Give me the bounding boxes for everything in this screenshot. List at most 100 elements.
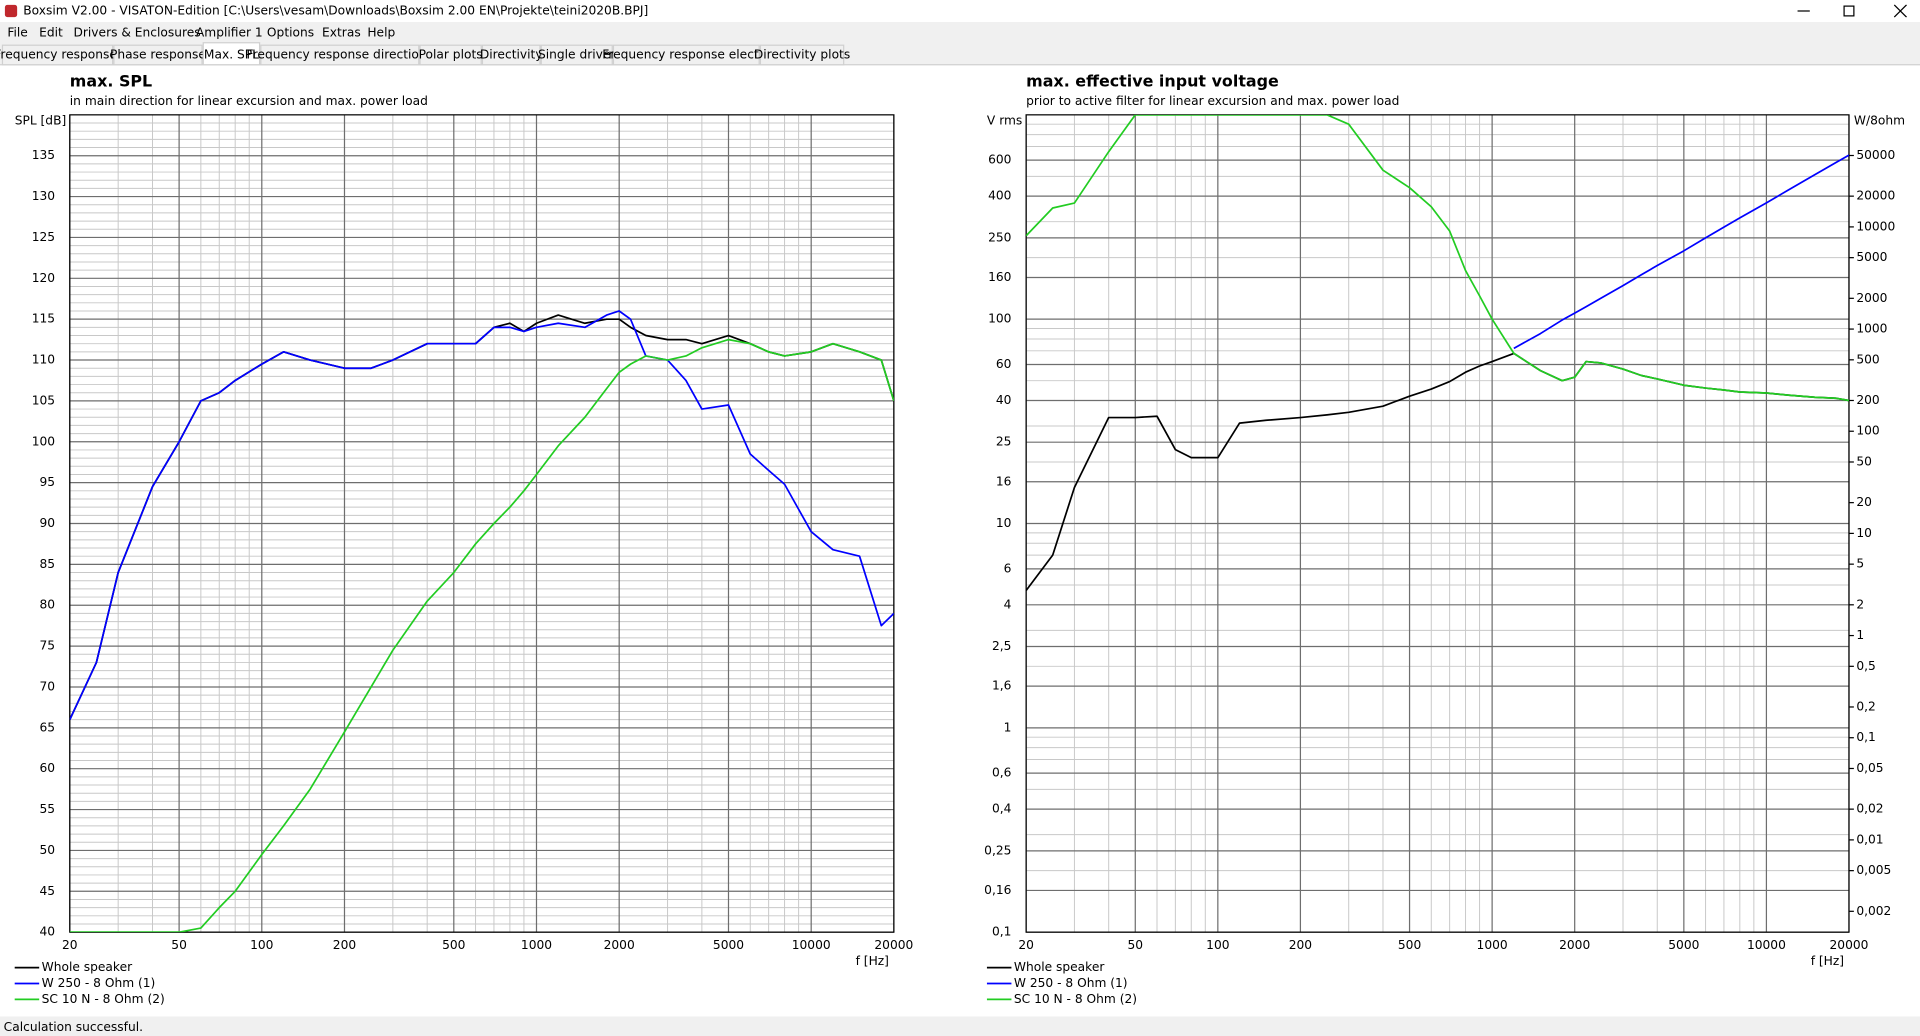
chart-title: max. SPL — [70, 71, 152, 90]
menu-item[interactable]: Help — [367, 25, 395, 39]
y-tick-label: 4 — [1004, 597, 1012, 611]
tab[interactable] — [260, 44, 420, 66]
x-tick-label: 500 — [1398, 938, 1421, 952]
menu-item[interactable]: File — [7, 25, 27, 39]
y2-tick-label: 10 — [1856, 526, 1872, 540]
y-tick-label: 85 — [40, 557, 56, 571]
y-tick-label: 55 — [40, 802, 56, 816]
tab-label[interactable]: Single driver — [538, 47, 616, 61]
series-line — [69, 338, 894, 933]
chart-title: max. effective input voltage — [1026, 71, 1279, 90]
y-tick-label: 110 — [32, 353, 55, 367]
y-tick-label: 120 — [32, 271, 55, 285]
y-tick-label: 10 — [996, 516, 1012, 530]
y-tick-label: 135 — [32, 148, 55, 162]
y2-tick-label: 0,2 — [1856, 699, 1875, 713]
series-line — [1026, 114, 1849, 402]
y-tick-label: 0,6 — [992, 766, 1011, 780]
y-tick-label: 105 — [32, 393, 55, 407]
y-tick-label: 6 — [1004, 561, 1012, 575]
tab[interactable] — [113, 44, 203, 66]
plot-frame — [1025, 114, 1850, 933]
x-tick-label: 10000 — [1747, 938, 1786, 952]
tab-label[interactable]: Frequency response electr.. — [602, 47, 770, 61]
y-tick-label: 160 — [988, 270, 1011, 284]
tab-label[interactable]: Frequency response. — [0, 47, 121, 61]
tab-label[interactable]: Polar plots — [419, 47, 483, 61]
x-tick-label: 1000 — [521, 938, 552, 952]
y2-tick-label: 5 — [1856, 557, 1864, 571]
x-tick-label: 5000 — [1668, 938, 1699, 952]
legend-label: SC 10 N - 8 Ohm (2) — [1014, 992, 1137, 1006]
y-tick-label: 65 — [40, 720, 56, 734]
y-tick-label: 70 — [40, 679, 56, 693]
y2-tick-label: 500 — [1856, 352, 1879, 366]
tab[interactable] — [612, 44, 760, 66]
x-tick-label: 500 — [442, 938, 465, 952]
legend-label: Whole speaker — [1014, 960, 1105, 974]
x-tick-label: 50 — [171, 938, 187, 952]
y2-tick-label: 50 — [1856, 454, 1872, 468]
y-tick-label: 60 — [40, 761, 56, 775]
y-tick-label: 60 — [996, 357, 1012, 371]
y-tick-label: 1 — [1004, 720, 1012, 734]
window-title: Boxsim V2.00 - VISATON-Edition [C:\Users… — [23, 4, 648, 18]
x-tick-label: 2000 — [1559, 938, 1590, 952]
y-tick-label: 115 — [32, 312, 55, 326]
x-tick-label: 20000 — [1830, 938, 1869, 952]
y2-tick-label: 0,1 — [1856, 730, 1875, 744]
tab[interactable] — [759, 44, 845, 66]
y2-tick-label: 1000 — [1856, 322, 1887, 336]
y2-tick-label: 0,5 — [1856, 659, 1875, 673]
tab-label[interactable]: Frequency response directions — [247, 47, 434, 61]
menu-item[interactable]: Options — [267, 25, 314, 39]
y-axis-label: V rms — [987, 113, 1022, 127]
x-tick-label: 20000 — [874, 938, 913, 952]
menu-item[interactable]: Drivers & Enclosures — [73, 25, 200, 39]
y2-axis-label: W/8ohm — [1854, 113, 1905, 127]
tab-label[interactable]: Directivity plots — [754, 47, 850, 61]
y2-tick-label: 5000 — [1856, 250, 1887, 264]
x-tick-label: 1000 — [1477, 938, 1508, 952]
y-tick-label: 40 — [996, 393, 1012, 407]
x-tick-label: 5000 — [713, 938, 744, 952]
y2-tick-label: 0,005 — [1856, 863, 1891, 877]
menu-item[interactable]: Amplifier 1 — [196, 25, 263, 39]
y-tick-label: 40 — [40, 925, 56, 939]
menu-item[interactable]: Extras — [322, 25, 361, 39]
x-axis-label: f [Hz] — [856, 954, 889, 968]
y-tick-label: 600 — [988, 153, 1011, 167]
y-tick-label: 2,5 — [992, 639, 1011, 653]
y-axis-label: SPL [dB] — [15, 113, 67, 127]
y-tick-label: 90 — [40, 516, 56, 530]
tab[interactable] — [1, 44, 114, 66]
y2-tick-label: 0,002 — [1856, 904, 1891, 918]
y-tick-label: 0,25 — [984, 843, 1011, 857]
y-tick-label: 250 — [988, 230, 1011, 244]
x-tick-label: 200 — [1289, 938, 1312, 952]
menu-item[interactable]: Edit — [39, 25, 63, 39]
tab-label[interactable]: Phase response — [110, 47, 206, 61]
y2-tick-label: 0,05 — [1856, 761, 1883, 775]
close-button[interactable] — [1893, 4, 1907, 18]
chart: 20 50 100 200 500 1000 2000 5000 10000 20000 40 45 5… — [15, 71, 914, 1005]
x-axis-label: f [Hz] — [1811, 954, 1844, 968]
y-tick-label: 25 — [996, 435, 1012, 449]
y2-tick-label: 20000 — [1856, 189, 1895, 203]
y2-tick-label: 2000 — [1856, 291, 1887, 305]
tab[interactable] — [419, 44, 482, 66]
tab-label[interactable]: Max. SPL — [204, 47, 259, 61]
tab[interactable] — [481, 44, 541, 66]
restore-button[interactable] — [1843, 5, 1855, 17]
x-tick-label: 50 — [1127, 938, 1143, 952]
legend-label: W 250 - 8 Ohm (1) — [1014, 976, 1128, 990]
y2-tick-label: 20 — [1856, 495, 1872, 509]
tab-label[interactable]: Directivity — [480, 47, 543, 61]
y-tick-label: 0,16 — [984, 883, 1011, 897]
x-tick-label: 2000 — [604, 938, 635, 952]
chart-subtitle: in main direction for linear excursion a… — [70, 94, 428, 108]
tab[interactable] — [540, 44, 613, 66]
tab[interactable] — [202, 42, 261, 66]
